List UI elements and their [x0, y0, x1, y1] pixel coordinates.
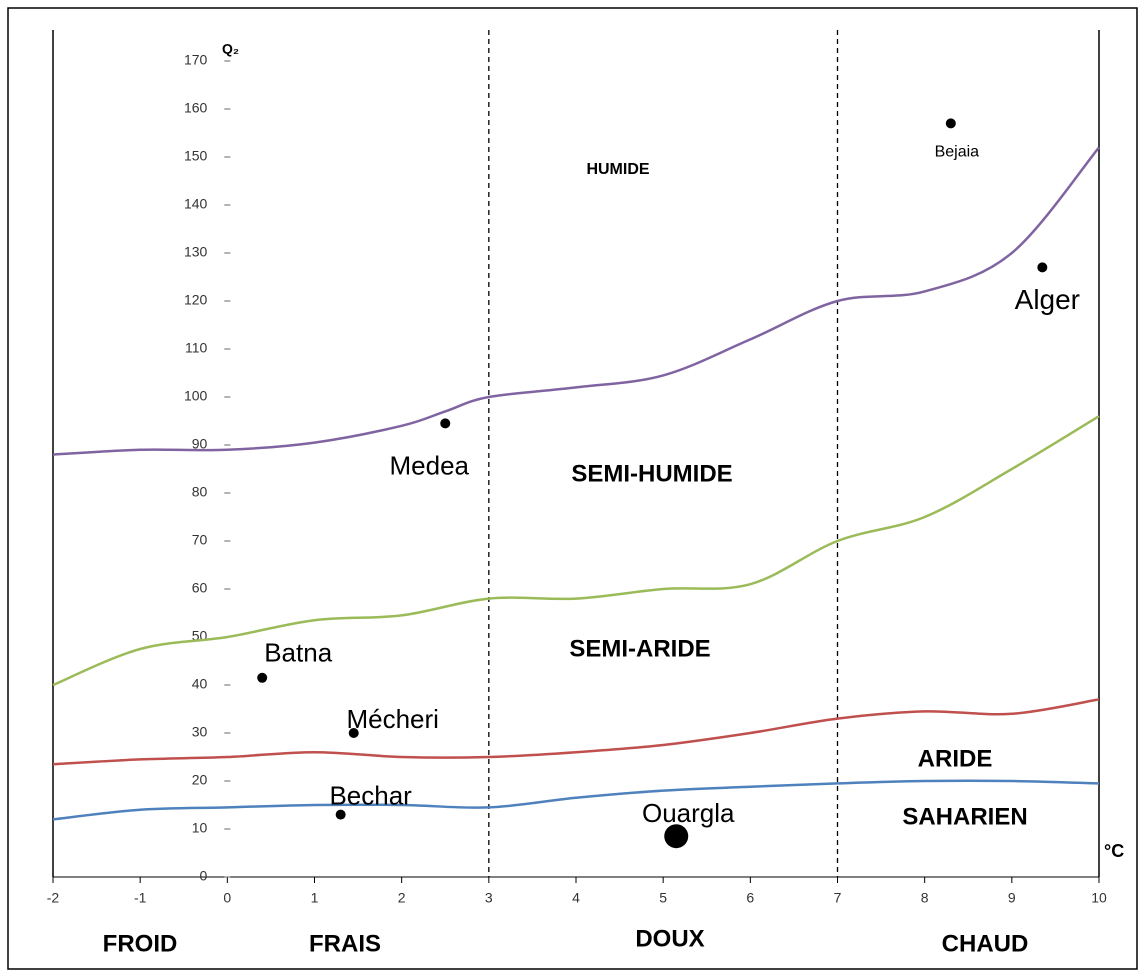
- boundary-curve: [52, 146, 1100, 456]
- station-point: [440, 418, 451, 429]
- y-tick-label: 10: [192, 820, 208, 836]
- x-tick-label: 1: [311, 890, 319, 906]
- station-label: Medea: [390, 450, 470, 480]
- y-tick-label: 70: [192, 532, 208, 548]
- y-tick-label: 130: [184, 244, 208, 260]
- class-label: FRAIS: [309, 930, 381, 957]
- x-tick-label: 2: [398, 890, 406, 906]
- zone-label: SAHARIEN: [902, 803, 1027, 830]
- y-tick-label: 150: [184, 148, 208, 164]
- station-point: [945, 118, 956, 129]
- x-tick-label: 0: [223, 890, 231, 906]
- class-label: DOUX: [635, 925, 704, 952]
- y-tick-label: 30: [192, 724, 208, 740]
- y-tick-label: 20: [192, 772, 208, 788]
- station-label: Mécheri: [346, 704, 438, 734]
- x-tick-label: 7: [834, 890, 842, 906]
- x-tick-label: 3: [485, 890, 493, 906]
- zone-label: SEMI-ARIDE: [569, 635, 710, 662]
- x-tick-label: -1: [134, 890, 147, 906]
- y-tick-label: 100: [184, 388, 208, 404]
- station-point: [257, 672, 268, 683]
- station-label: Bechar: [329, 780, 412, 810]
- class-label: CHAUD: [942, 930, 1029, 957]
- x-tick-label: 9: [1008, 890, 1016, 906]
- zone-label: ARIDE: [918, 745, 993, 772]
- y-tick-label: 110: [185, 340, 208, 356]
- zone-label: SEMI-HUMIDE: [571, 460, 732, 487]
- station-point: [1037, 262, 1048, 273]
- station-label: Bejaia: [935, 144, 980, 161]
- boundary-curve: [52, 415, 1100, 687]
- y-tick-label: 60: [192, 580, 208, 596]
- station-point: [664, 824, 689, 849]
- boundary-curve: [52, 779, 1100, 821]
- y-tick-label: 40: [192, 676, 208, 692]
- x-tick-label: 4: [572, 890, 580, 906]
- class-label: FROID: [103, 930, 178, 957]
- y-tick-label: 0: [200, 868, 208, 884]
- y-tick-label: 120: [184, 292, 208, 308]
- y-tick-label: 170: [184, 52, 208, 68]
- y-axis-label: Q₂: [222, 41, 239, 57]
- station-label: Ouargla: [642, 798, 735, 828]
- x-tick-label: 5: [659, 890, 667, 906]
- y-tick-label: 140: [184, 196, 208, 212]
- boundary-curve: [52, 698, 1100, 766]
- station-point: [335, 809, 346, 820]
- frame: [7, 7, 1138, 970]
- y-tick-label: 80: [192, 484, 208, 500]
- zone-label: HUMIDE: [586, 161, 649, 178]
- x-axis-label: °C: [1104, 841, 1124, 861]
- station-label: Alger: [1015, 284, 1080, 315]
- station-point: [348, 728, 359, 738]
- y-tick-label: 90: [192, 436, 208, 452]
- x-tick-label: 8: [921, 890, 929, 906]
- station-label: Batna: [264, 638, 332, 668]
- y-tick-label: 160: [184, 100, 208, 116]
- x-tick-label: 10: [1091, 890, 1107, 906]
- x-tick-label: 6: [746, 890, 754, 906]
- x-tick-label: -2: [47, 890, 60, 906]
